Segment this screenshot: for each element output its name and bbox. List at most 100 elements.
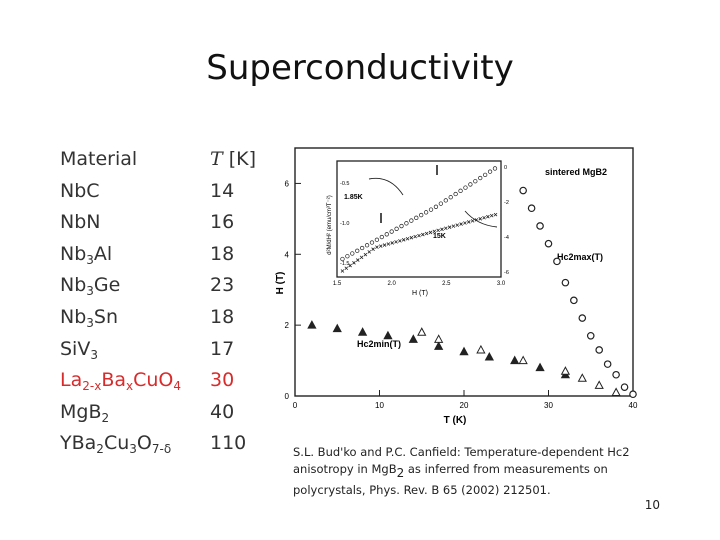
inset-point-15k: [413, 234, 417, 239]
inset-point-185k: [389, 229, 394, 234]
hc2max-point: [570, 296, 578, 305]
inset-point-185k: [404, 221, 409, 226]
hc2max-point: [603, 360, 612, 368]
inset-ticks: 1.5 2.0 2.5 3.0 -0.5 -1.0 -1.5 0 -2 -4 -6: [333, 165, 509, 287]
hc2max-point: [578, 314, 587, 322]
inset-point-185k: [487, 169, 493, 174]
material-name: YBa2Cu3O7-δ: [60, 432, 172, 457]
inset-point-15k: [390, 241, 394, 245]
inset-point-15k: [424, 231, 429, 236]
inset-point-15k: [470, 219, 475, 223]
inset-y-tick-label-left: -1.5: [340, 261, 349, 267]
hc2min-point-filled: [459, 346, 469, 356]
header-material: Material: [60, 148, 138, 170]
inset-point-15k: [367, 250, 372, 254]
hc2min-point-open: [560, 366, 571, 375]
inset-frame: [336, 160, 502, 278]
inset-point-185k: [379, 234, 384, 240]
page-number: 10: [644, 498, 660, 512]
hc2max-point: [629, 390, 637, 399]
inset-point-15k: [382, 243, 387, 247]
inset-point-15k: [482, 215, 486, 220]
inset-point-185k: [345, 254, 350, 259]
inset-point-15k: [344, 266, 349, 271]
x-tick-label: 40: [629, 401, 638, 410]
hmin-label: Hc2min(T): [357, 339, 401, 349]
x-tick-label: 0: [293, 401, 298, 410]
header-tc-symbol: T: [210, 148, 223, 170]
inset-point-15k: [440, 227, 444, 232]
critical-temperature: 16: [210, 211, 235, 234]
inset-point-15k: [375, 245, 379, 249]
inset-point-15k: [436, 228, 440, 233]
hmax-label: Hc2max(T): [557, 252, 603, 262]
inset-point-185k: [340, 256, 345, 262]
inset-point-185k: [394, 226, 399, 231]
axis-ticks: [294, 182, 634, 397]
inset-point-185k: [423, 210, 429, 215]
x-tick-label: 30: [544, 401, 553, 410]
hc2min-point-filled: [434, 341, 444, 350]
critical-temperature: 110: [210, 432, 247, 455]
x-tick-label: 10: [375, 401, 384, 410]
y-tick-label: 4: [285, 250, 290, 259]
inset-point-185k: [359, 245, 365, 251]
inset-y-tick-label-right: -2: [504, 200, 509, 206]
material-name: NbC: [60, 179, 100, 202]
inset-data: [340, 165, 498, 273]
hc2min-point-open: [611, 387, 621, 396]
inset-point-15k: [447, 225, 452, 229]
material-name: MgB2: [60, 400, 110, 425]
inset-point-185k: [482, 172, 488, 177]
inset-point-15k: [359, 255, 364, 260]
inset-point-185k: [463, 185, 468, 190]
inset-point-185k: [364, 243, 370, 248]
hc2min-point-filled: [535, 362, 545, 372]
sample-label: sintered MgB2: [545, 167, 607, 177]
material-name: Nb3Ge: [60, 274, 121, 299]
hc2min-point-open: [434, 334, 444, 343]
hc2min-point-open: [594, 380, 604, 389]
y-tick-label: 2: [285, 321, 290, 330]
inset-point-15k: [363, 252, 368, 257]
inset-point-15k: [421, 232, 425, 237]
inset-x-tick-label: 2.0: [387, 281, 396, 287]
inset-point-185k: [438, 201, 444, 206]
inset-point-15k: [444, 226, 448, 231]
inset-point-15k: [459, 222, 463, 226]
material-name: NbN: [60, 211, 101, 234]
material-name: Nb3Al: [60, 242, 113, 267]
material-name: Nb3Sn: [60, 305, 119, 330]
hc2max-point: [620, 383, 629, 391]
inset-point-15k: [371, 247, 375, 251]
y-tick-label: 6: [285, 179, 290, 188]
inset-point-185k: [414, 215, 419, 220]
hc2min-point-filled: [357, 327, 368, 336]
inset-point-185k: [374, 237, 380, 242]
hc2max-point: [544, 239, 553, 248]
hc2max-point: [536, 222, 544, 230]
inset-label-15k: 15K: [433, 233, 446, 240]
inset-point-185k: [448, 195, 453, 200]
hc2min-point-filled: [332, 323, 342, 333]
caption-line-1: S.L. Bud'ko and P.C. Canfield: Temperatu…: [293, 445, 630, 459]
hc2max-point: [553, 257, 561, 266]
inset-point-185k: [428, 207, 434, 212]
hc2min-point-open: [476, 344, 486, 354]
header-tc: T [K]: [210, 148, 256, 170]
material-name: SiV3: [60, 337, 98, 362]
inset-point-15k: [409, 235, 414, 240]
hc2max-point: [595, 346, 604, 354]
inset-y-label: d²M/dH² (emu/cm³T⁻²): [327, 195, 333, 255]
inset-point-15k: [455, 223, 460, 227]
inset-point-185k: [409, 218, 414, 223]
hc2min-point-filled: [408, 334, 418, 343]
material-name: La2-xBaxCuO4: [60, 369, 182, 394]
inset-point-15k: [432, 229, 437, 234]
inset-point-185k: [478, 175, 483, 181]
inset-x-tick-label: 1.5: [333, 281, 342, 287]
critical-temperature: 14: [210, 179, 235, 202]
critical-temperature: 40: [210, 400, 235, 423]
critical-temperature: 30: [210, 369, 235, 392]
hc2max-point: [527, 204, 536, 213]
